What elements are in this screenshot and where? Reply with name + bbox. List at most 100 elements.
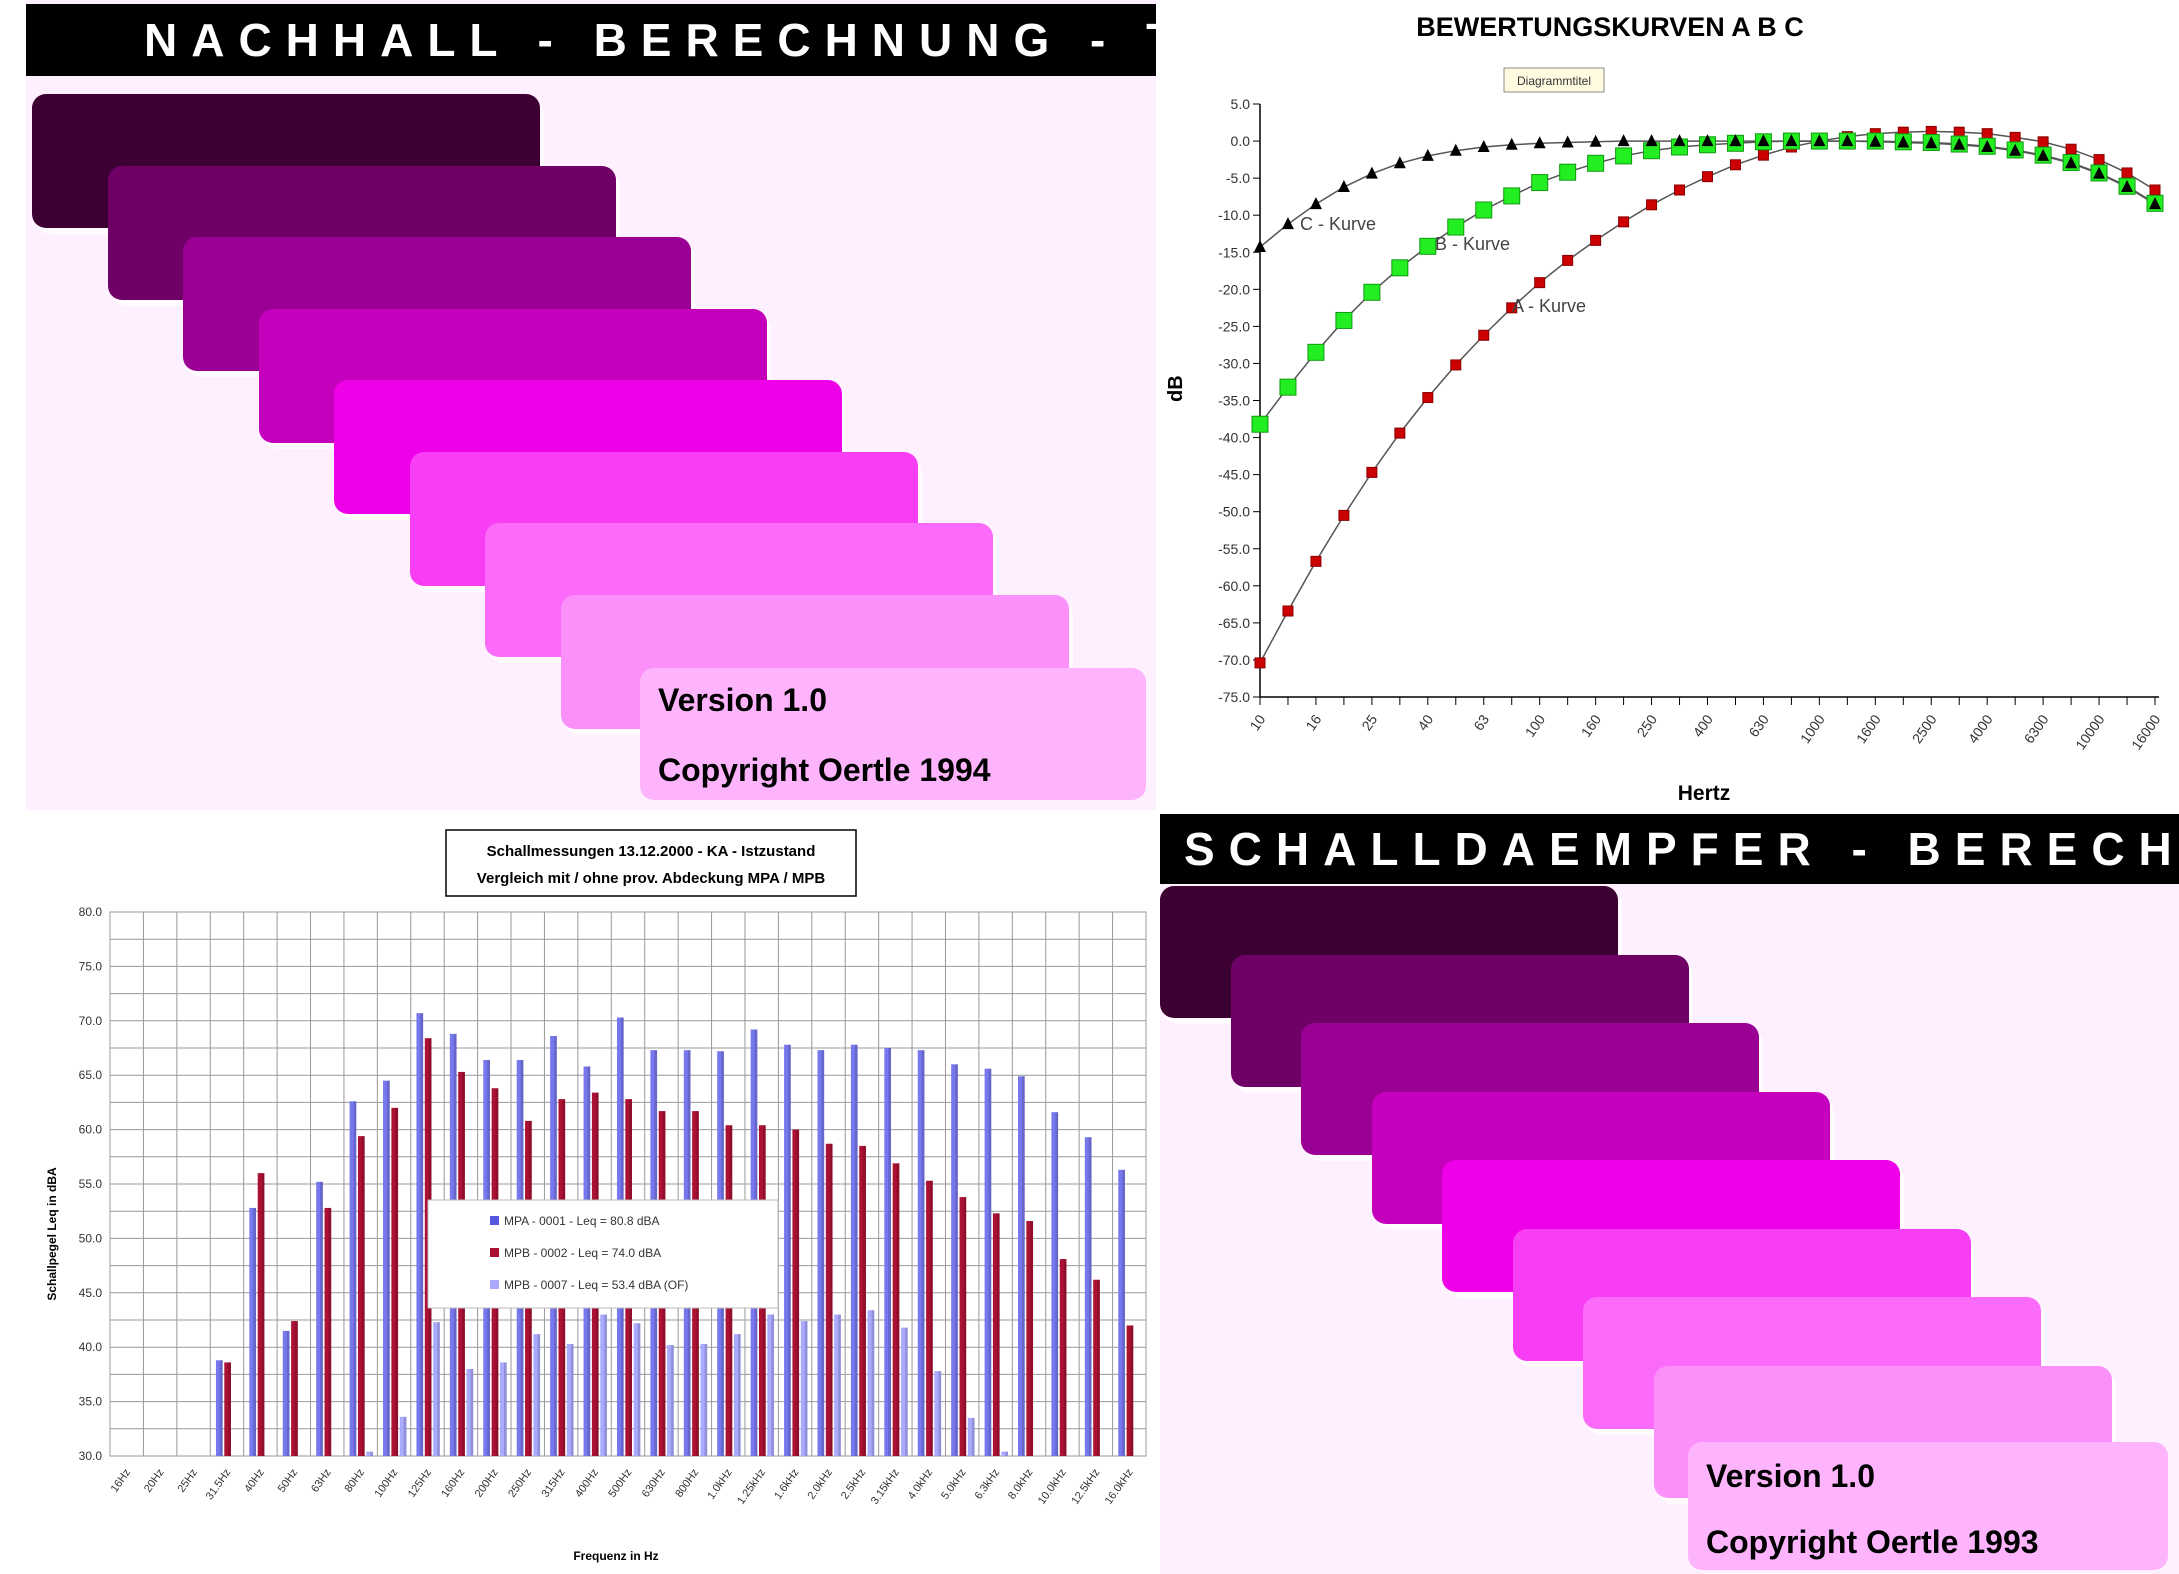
schalldaempfer-title-bar: SCHALLDAEMPFER - BERECHNUNG [1160, 814, 2179, 884]
curves-x-tick-label: 250 [1634, 711, 1661, 739]
bar-mpa-shade [821, 1050, 825, 1456]
bar-y-tick-label: 35.0 [79, 1395, 103, 1409]
curves-y-tick-label: -55.0 [1218, 541, 1250, 557]
b-curve-point [1279, 378, 1297, 396]
bar-x-tick-label: 125Hz [406, 1467, 434, 1500]
a-curve-point [1282, 605, 1294, 617]
schalldaempfer-splash-panel: SCHALLDAEMPFER - BERECHNUNG Version 1.0 … [1160, 814, 2179, 1574]
bar-mpb-of-shade [1005, 1451, 1008, 1456]
bar-mpb-of [633, 1323, 641, 1456]
bar-mpa-shade [854, 1044, 858, 1456]
nachhall-title-bar: NACHHALL - BERECHNUNG - TERZ [26, 4, 1308, 76]
bar-mpb-shade [261, 1173, 265, 1456]
bar-mpb-of [600, 1314, 607, 1456]
bar-mpb-of [700, 1343, 708, 1456]
bar-mpb [357, 1136, 365, 1456]
a-curve-point [2149, 184, 2161, 196]
b-curve-point [1587, 154, 1605, 172]
bar-mpb-of-shade [971, 1417, 975, 1456]
curves-y-tick-label: -65.0 [1218, 615, 1250, 631]
b-curve-point [1335, 311, 1353, 329]
bar-x-tick-label: 2.0kHz [805, 1467, 834, 1502]
bar-y-tick-label: 70.0 [79, 1014, 103, 1028]
bar-x-tick-label: 25Hz [175, 1467, 200, 1495]
curves-y-tick-label: -10.0 [1218, 207, 1250, 223]
a-curve-point [2009, 131, 2021, 143]
bar-mpb-of [867, 1310, 875, 1456]
bar-mpb [257, 1173, 265, 1456]
curves-y-tick-label: -5.0 [1226, 170, 1250, 186]
curves-x-tick-label: 10000 [2072, 711, 2108, 752]
a-curve-point [1590, 234, 1602, 246]
b-curve-label: B - Kurve [1435, 234, 1510, 254]
bar-mpa [1051, 1112, 1059, 1456]
bar-mpa [282, 1330, 290, 1456]
a-curve-label: A - Kurve [1512, 296, 1586, 316]
bar-y-tick-label: 50.0 [79, 1231, 103, 1245]
bar-x-tick-label: 12.5kHz [1069, 1467, 1102, 1507]
b-curve-line [1259, 140, 2156, 425]
bar-mpb-shade [1097, 1279, 1100, 1456]
curves-y-tick-label: -70.0 [1218, 652, 1250, 668]
curves-x-tick-label: 16 [1302, 711, 1324, 733]
bar-x-tick-label: 5.0kHz [939, 1467, 968, 1502]
c-curve-point [1393, 156, 1406, 169]
legend-item-mpa: MPA - 0001 - Leq = 80.8 dBA [504, 1214, 660, 1228]
curves-y-tick-label: -75.0 [1218, 689, 1250, 705]
bar-x-tick-label: 630Hz [640, 1467, 668, 1500]
bar-mpb-of-shade [437, 1322, 440, 1456]
bar-mpa-shade [788, 1044, 791, 1456]
bar-mpb-of [433, 1322, 440, 1456]
a-curve-point [1534, 277, 1546, 289]
a-curve-point [1338, 509, 1350, 521]
curves-x-tick-label: 63 [1470, 711, 1492, 733]
chart-title-button[interactable] [1503, 67, 1605, 93]
bar-x-tick-label: 1.6kHz [772, 1467, 801, 1502]
c-curve-point [1365, 166, 1378, 179]
bar-x-tick-label: 40Hz [242, 1467, 267, 1495]
bar-mpb-of-shade [403, 1416, 407, 1456]
a-curve-point [1450, 359, 1462, 371]
b-curve-point [1251, 415, 1269, 433]
curves-y-tick-label: -50.0 [1218, 504, 1250, 520]
bar-mpb-of [667, 1345, 674, 1456]
c-curve-point [1981, 139, 1994, 152]
bar-x-tick-label: 8.0kHz [1006, 1467, 1035, 1502]
bar-mpb-of-shade [537, 1334, 541, 1456]
bar-mpa-shade [1022, 1076, 1025, 1456]
bar-mpa [917, 1050, 925, 1456]
a-curve-point [1646, 199, 1658, 211]
a-curve-point [2065, 143, 2077, 155]
a-curve-point [1729, 159, 1741, 171]
c-curve-point [1813, 134, 1826, 147]
legend-box [427, 1199, 779, 1309]
curves-x-tick-label: 6300 [2021, 711, 2052, 746]
bar-mpb-of-shade [871, 1310, 875, 1456]
a-curve-point [1757, 149, 1769, 161]
bar-mpb-shade [863, 1145, 866, 1456]
sound-measurement-chart: Schallmessungen 13.12.2000 - KA - Istzus… [45, 829, 1147, 1563]
nachhall-copyright: Copyright Oertle 1994 [658, 752, 991, 788]
bar-mpb-of [901, 1327, 908, 1456]
legend-swatch-mpb [490, 1248, 499, 1257]
bar-y-tick-label: 55.0 [79, 1177, 103, 1191]
c-curve-point [2149, 197, 2161, 210]
c-curve-point [1673, 134, 1686, 147]
b-curve-point [1503, 187, 1521, 205]
c-curve-point [1757, 134, 1770, 147]
bar-mpa [984, 1068, 992, 1456]
bar-mpa [1084, 1137, 1092, 1456]
c-curve-point [1729, 134, 1742, 147]
curves-x-tick-label: 1600 [1853, 711, 1884, 746]
c-curve-point [2121, 180, 2134, 193]
curves-y-tick-label: -60.0 [1218, 578, 1250, 594]
bar-mpa-shade [1122, 1169, 1125, 1456]
bar-mpb-shade [361, 1136, 365, 1456]
c-curve-point [1421, 148, 1434, 161]
bar-mpa [316, 1181, 323, 1456]
chart-title-button-label[interactable]: Diagrammtitel [1517, 74, 1591, 88]
bar-x-tick-label: 16.0kHz [1103, 1467, 1136, 1507]
bar-mpa-shade [1088, 1137, 1092, 1456]
bar-mpb-of [366, 1451, 374, 1456]
